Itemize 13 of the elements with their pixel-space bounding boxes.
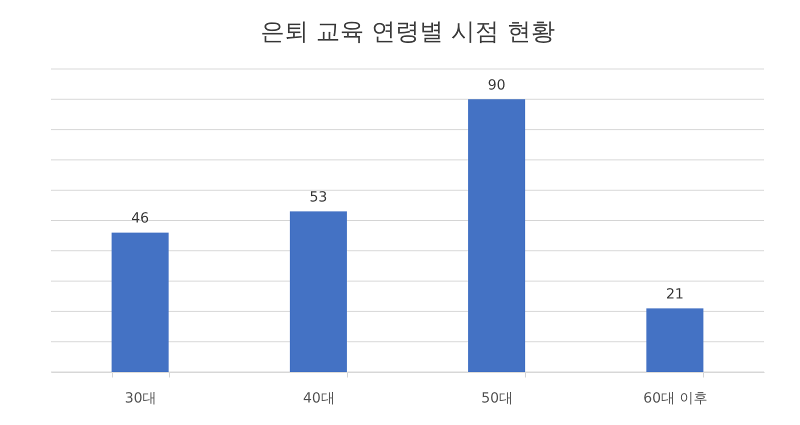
bar bbox=[646, 308, 704, 372]
bar bbox=[290, 211, 347, 372]
chart-title: 은퇴 교육 연령별 시점 현황 bbox=[260, 18, 555, 46]
x-tick-label: 40대 bbox=[302, 390, 335, 406]
bar bbox=[468, 99, 526, 372]
data-label: 90 bbox=[488, 77, 506, 94]
bar bbox=[112, 232, 169, 372]
data-label: 53 bbox=[309, 189, 328, 206]
x-tick-label: 30대 bbox=[124, 390, 157, 406]
x-tick-label: 60대 이후 bbox=[643, 390, 708, 406]
data-label: 46 bbox=[131, 210, 150, 227]
x-tick-label: 50대 bbox=[481, 390, 514, 406]
data-label: 21 bbox=[666, 286, 684, 302]
